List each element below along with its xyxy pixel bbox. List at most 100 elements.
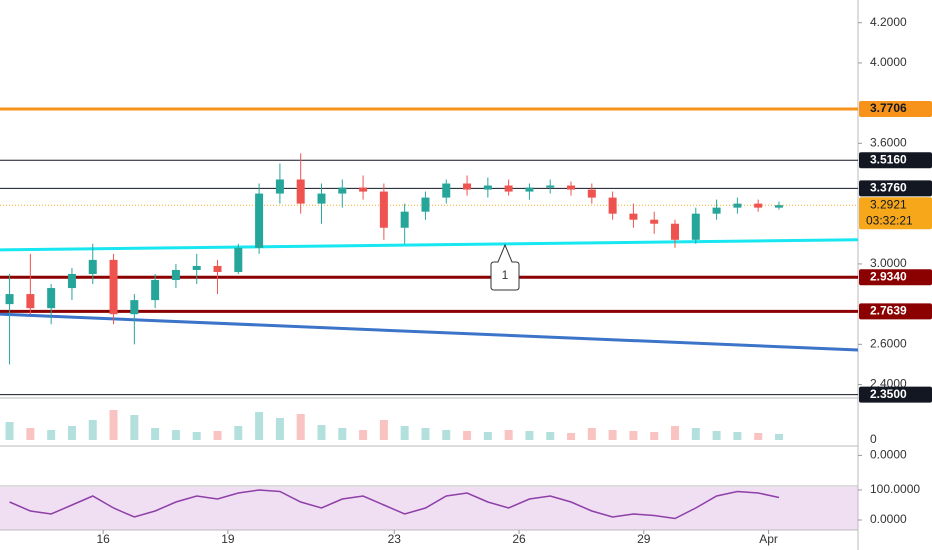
candle-body [109, 259, 118, 315]
candle-body [691, 213, 700, 240]
y-tick-label: 4.2000 [870, 15, 907, 29]
volume-bar [296, 414, 305, 440]
candle-body [442, 183, 451, 198]
candle-body [400, 211, 409, 228]
candle-body [608, 197, 617, 214]
candle-body [275, 179, 284, 194]
x-tick-label: 23 [388, 532, 402, 546]
volume-bar [109, 410, 118, 440]
volume-bar [26, 428, 35, 440]
callout-text: 1 [502, 268, 509, 282]
volume-bar [255, 412, 264, 440]
volume-bar [525, 431, 534, 440]
candle-body [587, 189, 596, 198]
volume-bar [608, 430, 617, 440]
candle-body [255, 193, 264, 248]
candle-body [712, 207, 721, 214]
candle-body [671, 223, 680, 240]
volume-bar [234, 426, 243, 440]
stoch-tick-label: 0.0000 [870, 512, 907, 526]
volume-bar [171, 430, 180, 440]
candle-body [130, 300, 139, 315]
stoch-line [9, 489, 780, 520]
volume-bar [567, 433, 576, 440]
volume-bar [151, 428, 160, 440]
candle-body [26, 294, 35, 309]
candle-body [774, 205, 783, 208]
oscillator-tick-label: 0.0000 [870, 448, 907, 462]
level-label-box [859, 180, 932, 197]
level-label: 3.5160 [870, 152, 907, 166]
volume-bar [733, 432, 742, 440]
candle-body [234, 247, 243, 272]
candle-body [754, 203, 763, 208]
level-label: 3.3760 [870, 181, 907, 195]
volume-bar [587, 428, 596, 440]
candle-body [421, 197, 430, 212]
volume-tick-label: 0 [870, 432, 877, 446]
volume-bar [504, 430, 513, 440]
volume-bar [546, 432, 555, 440]
candle-body [171, 269, 180, 281]
volume-bar [754, 433, 763, 440]
volume-bar [691, 428, 700, 440]
level-label: 3.7706 [870, 101, 907, 115]
countdown: 03:32:21 [866, 213, 913, 227]
level-label-box [859, 386, 932, 403]
candle-body [296, 179, 305, 204]
x-tick-label: 19 [221, 532, 235, 546]
volume-bar [650, 432, 659, 440]
volume-bar [421, 428, 430, 440]
level-label: 2.9340 [870, 269, 907, 283]
volume-bar [400, 426, 409, 440]
y-tick-label: 3.0000 [870, 256, 907, 270]
last-price-label: 3.2921 [870, 197, 907, 211]
trendline [0, 312, 859, 352]
y-tick-label: 2.6000 [870, 337, 907, 351]
volume-bar [712, 431, 721, 440]
level-label: 2.3500 [870, 387, 907, 401]
volume-bar [275, 418, 284, 440]
candle-body [483, 185, 492, 190]
x-tick-label: 29 [637, 532, 651, 546]
candle-body [525, 187, 534, 192]
candle-body [151, 280, 160, 301]
volume-bar [483, 432, 492, 440]
stoch-tick-label: 100.0000 [870, 482, 920, 496]
candle-body [379, 191, 388, 228]
y-tick-label: 4.0000 [870, 55, 907, 69]
x-tick-label: 16 [96, 532, 110, 546]
x-tick-label: Apr [759, 532, 778, 546]
level-label-box [859, 303, 932, 320]
candle-body [733, 203, 742, 208]
candle-body [5, 294, 14, 305]
callout-box [490, 243, 520, 291]
candle-body [213, 265, 222, 272]
volume-bar [192, 432, 201, 440]
candle-body [67, 273, 76, 289]
candle-body [650, 219, 659, 224]
callout: 1 [490, 243, 520, 291]
volume-bar [463, 431, 472, 440]
volume-bar [671, 426, 680, 440]
volume-bar [67, 426, 76, 440]
last-price-box [859, 197, 932, 230]
level-label: 2.7639 [870, 304, 907, 318]
candle-body [629, 213, 638, 220]
volume-bar [213, 431, 222, 440]
level-label-box [859, 152, 932, 169]
y-tick-label: 3.6000 [870, 135, 907, 149]
candle-body [317, 193, 326, 204]
volume-bar [629, 431, 638, 440]
volume-bar [379, 420, 388, 440]
volume-bar [774, 434, 783, 440]
volume-bar [317, 425, 326, 440]
candle-body [546, 185, 555, 188]
candle-body [338, 187, 347, 194]
volume-bar [88, 420, 97, 440]
volume-bar [130, 415, 139, 440]
